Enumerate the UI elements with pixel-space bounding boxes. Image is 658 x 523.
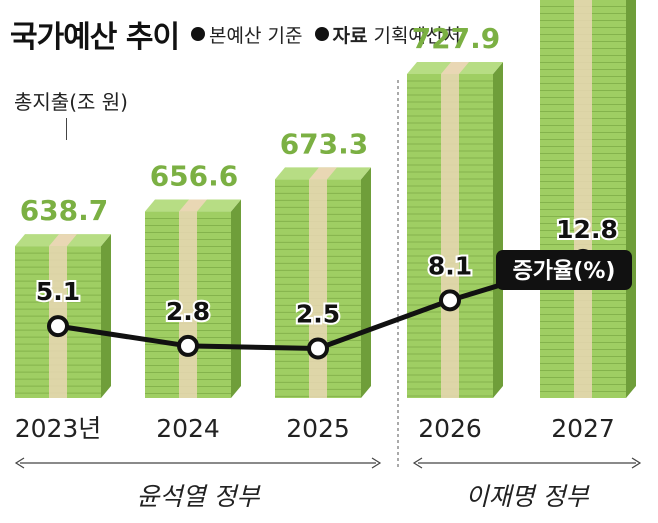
growth-rate-label: 8.1 [428, 251, 472, 280]
chart-title: 국가예산 추이 [10, 20, 180, 55]
bar-value-label: 673.3 [280, 127, 369, 160]
money-stack-bar [15, 234, 111, 398]
growth-rate-label: 5.1 [36, 277, 80, 306]
money-band [309, 179, 327, 398]
bullet-icon [191, 27, 206, 41]
growth-rate-label: 2.8 [166, 297, 210, 326]
bar-value-label: 638.7 [20, 194, 109, 227]
source-text: 기획예산처 [373, 24, 461, 47]
growth-rate-point [177, 334, 199, 357]
bar-value-label: 656.6 [150, 160, 239, 193]
money-band-top [49, 234, 77, 247]
stack-side [626, 0, 636, 398]
stack-side [101, 234, 111, 398]
growth-rate-label: 12.8 [556, 215, 618, 244]
stack-side [361, 167, 371, 398]
period-arrow-head [631, 457, 642, 469]
bullet-icon [314, 27, 329, 41]
source-label: 자료 [332, 24, 368, 47]
growth-rate-label: 2.5 [296, 300, 340, 329]
growth-rate-point [47, 315, 69, 338]
period-arrow-head [14, 457, 25, 469]
period-arrow-head [412, 457, 423, 469]
y-unit-label: 총지출(조 원) [14, 90, 128, 114]
stack-side [231, 199, 241, 398]
x-tick-label: 2027 [551, 414, 615, 443]
money-band-top [179, 199, 207, 212]
x-tick-label: 2026 [418, 414, 482, 443]
money-band-top [309, 167, 337, 180]
money-stack-bar [407, 61, 503, 398]
growth-rate-point [307, 337, 329, 360]
legend-label: 증가율(%) [513, 259, 616, 284]
unit-pointer-line [66, 118, 67, 140]
period-label: 윤석열 정부 [137, 482, 262, 511]
stack-side [493, 61, 503, 398]
basis-text: 본예산 기준 [209, 24, 303, 47]
basis-note: 본예산 기준 [189, 21, 303, 48]
source-note: 자료 기획예산처 [313, 21, 461, 48]
x-tick-label: 2025 [286, 414, 350, 443]
x-tick-label: 2023년 [15, 414, 102, 443]
money-band-top [441, 61, 469, 74]
x-tick-label: 2024 [156, 414, 220, 443]
period-label: 이재명 정부 [466, 482, 591, 511]
money-band [574, 0, 592, 398]
money-stack-bar [275, 167, 371, 398]
period-arrow-head [371, 457, 382, 469]
bar-value-label: 727.9 [412, 22, 501, 55]
chart-header: 국가예산 추이 본예산 기준 자료 기획예산처 [10, 12, 461, 56]
legend-badge [496, 250, 632, 290]
money-band [441, 73, 459, 398]
growth-rate-point [439, 289, 461, 312]
money-stack-bar [540, 0, 636, 398]
